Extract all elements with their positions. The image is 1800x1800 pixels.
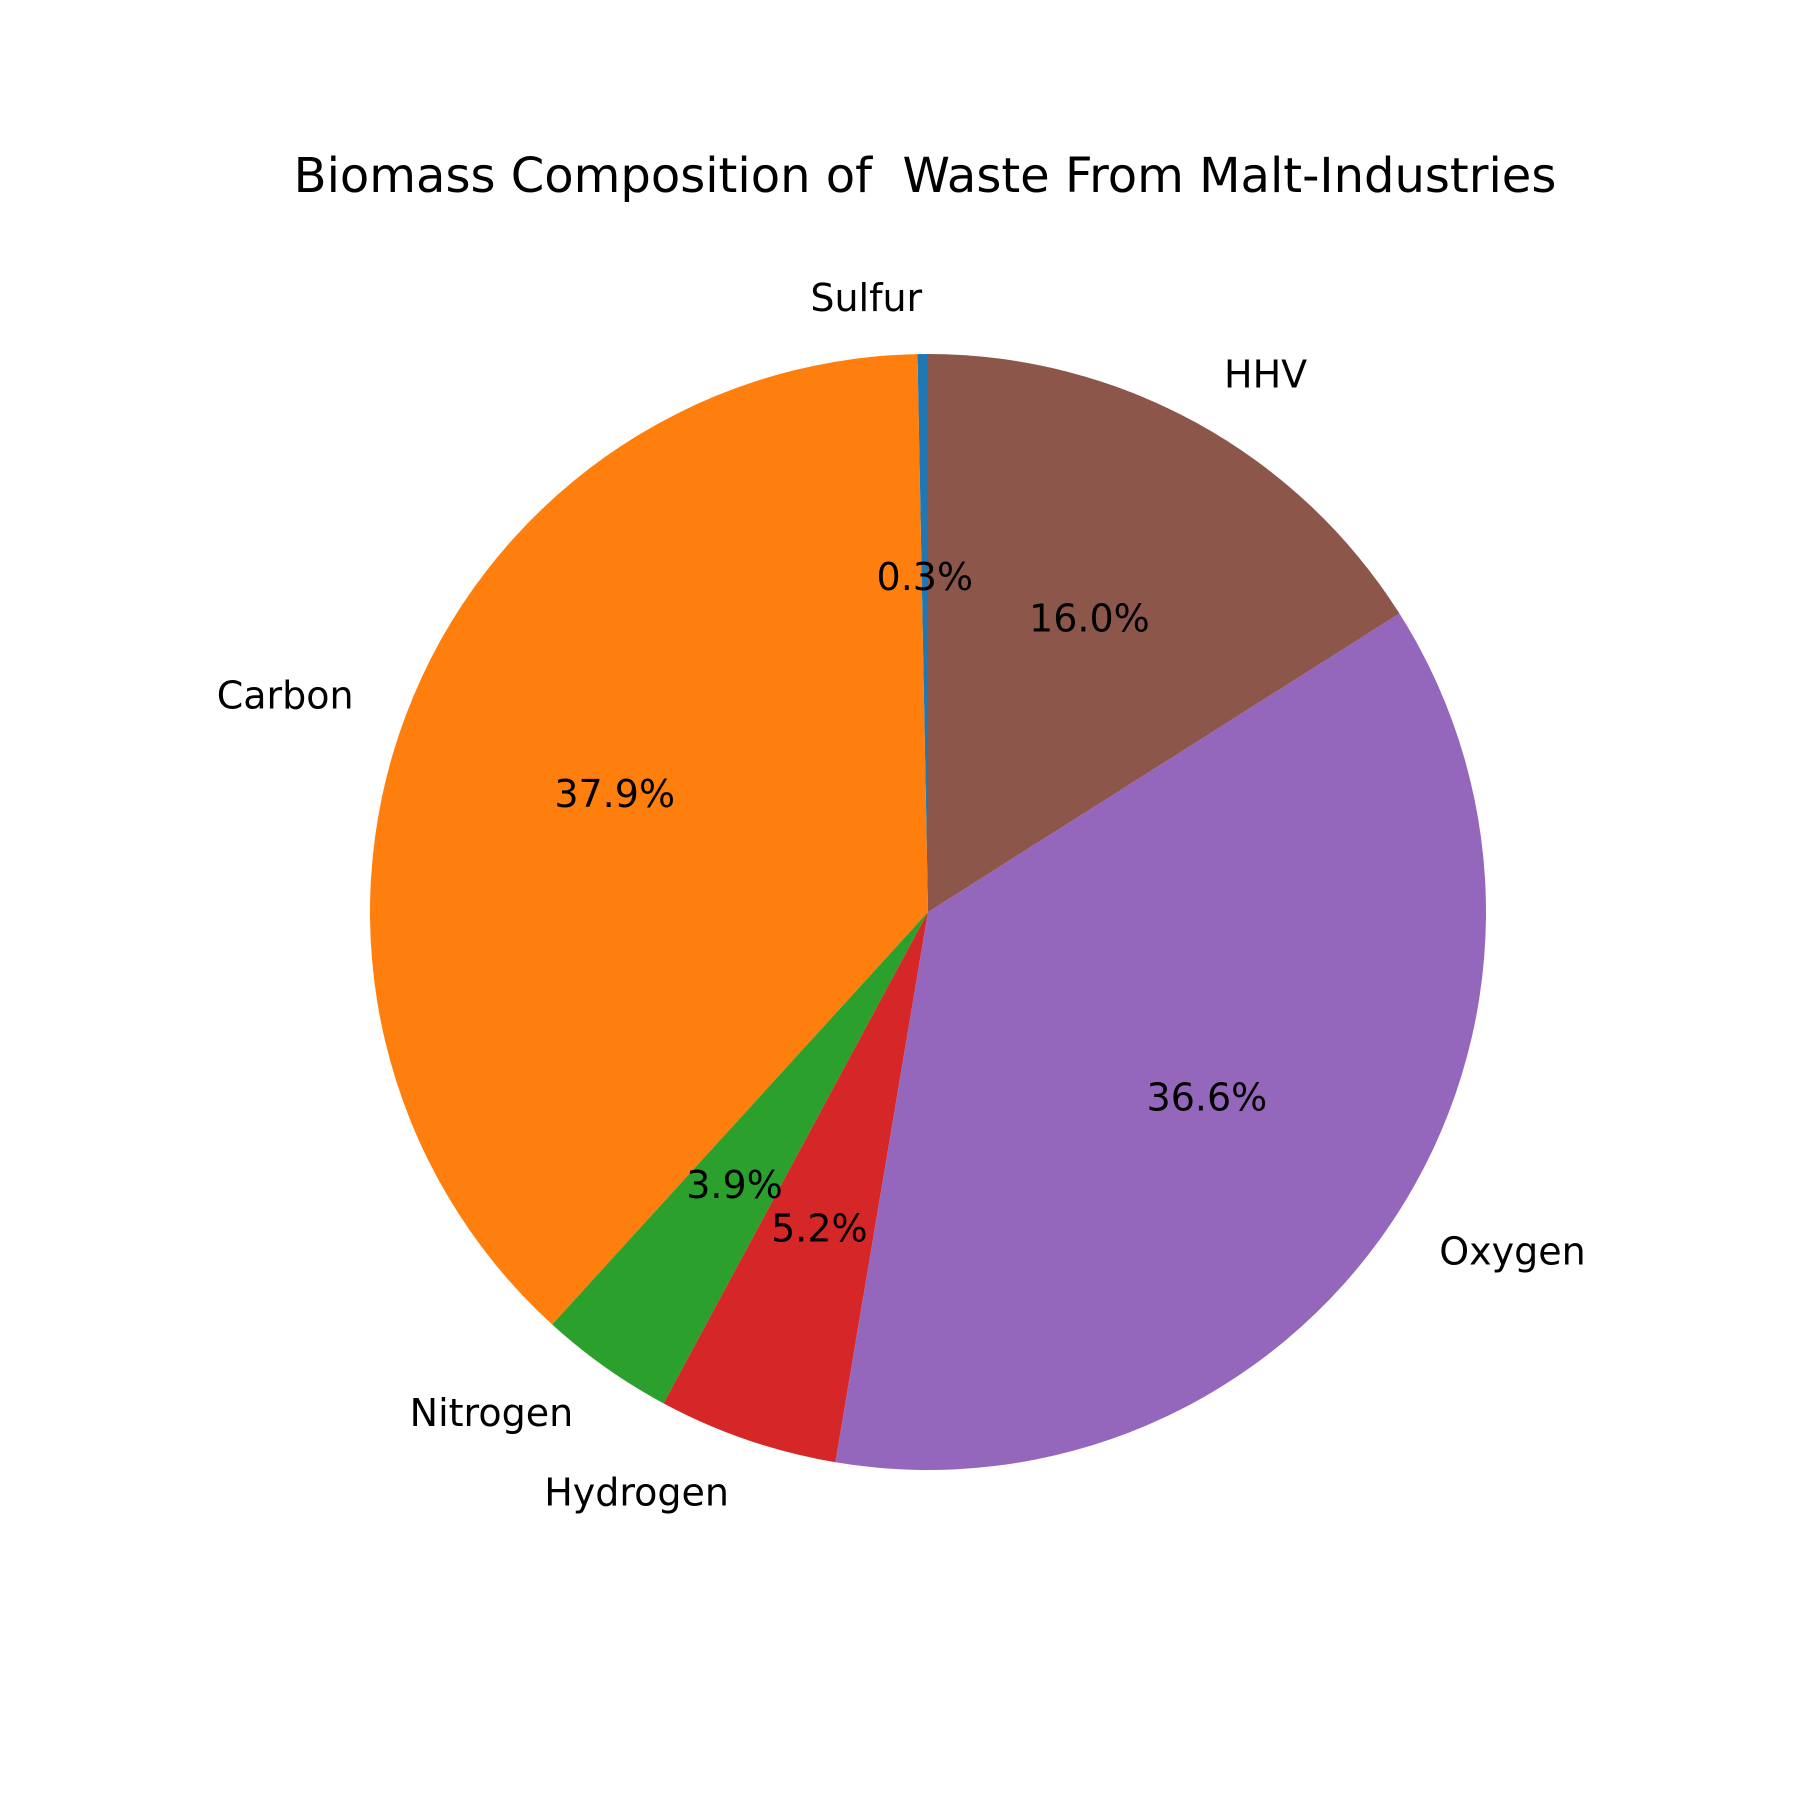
pie-pct-label-nitrogen: 3.9%	[686, 1163, 783, 1207]
pie-pct-label-sulfur: 0.3%	[877, 555, 974, 599]
pie-slice-carbon	[369, 354, 928, 1325]
pie-pct-label-hydrogen: 5.2%	[771, 1207, 868, 1251]
pie-slice-nitrogen	[552, 912, 928, 1404]
pie-label-carbon: Carbon	[217, 674, 354, 718]
pie-pct-label-carbon: 37.9%	[554, 772, 675, 816]
pie-label-sulfur: Sulfur	[810, 276, 922, 320]
pie-label-nitrogen: Nitrogen	[410, 1391, 574, 1435]
pie-pct-label-hhv: 16.0%	[1029, 597, 1150, 641]
pie-label-oxygen: Oxygen	[1439, 1230, 1585, 1274]
pie-slice-hhv	[928, 354, 1400, 912]
pie-label-hydrogen: Hydrogen	[544, 1471, 729, 1515]
pie-label-hhv: HHV	[1224, 352, 1307, 396]
pie-slice-hydrogen	[663, 912, 928, 1463]
pie-slice-labels: Sulfur Carbon Nitrogen Hydrogen Oxygen HHV	[217, 276, 1586, 1514]
pie-pct-label-oxygen: 36.6%	[1147, 1075, 1268, 1119]
pie-slice-oxygen	[835, 613, 1487, 1471]
pie-slices	[369, 354, 1487, 1471]
pie-slice-sulfur	[917, 354, 928, 912]
pie-percentage-labels: 0.3% 37.9% 3.9%5.2% 36.6% 16.0%	[554, 555, 1267, 1250]
chart-title: Biomass Composition of Waste From Malt-I…	[294, 148, 1557, 204]
